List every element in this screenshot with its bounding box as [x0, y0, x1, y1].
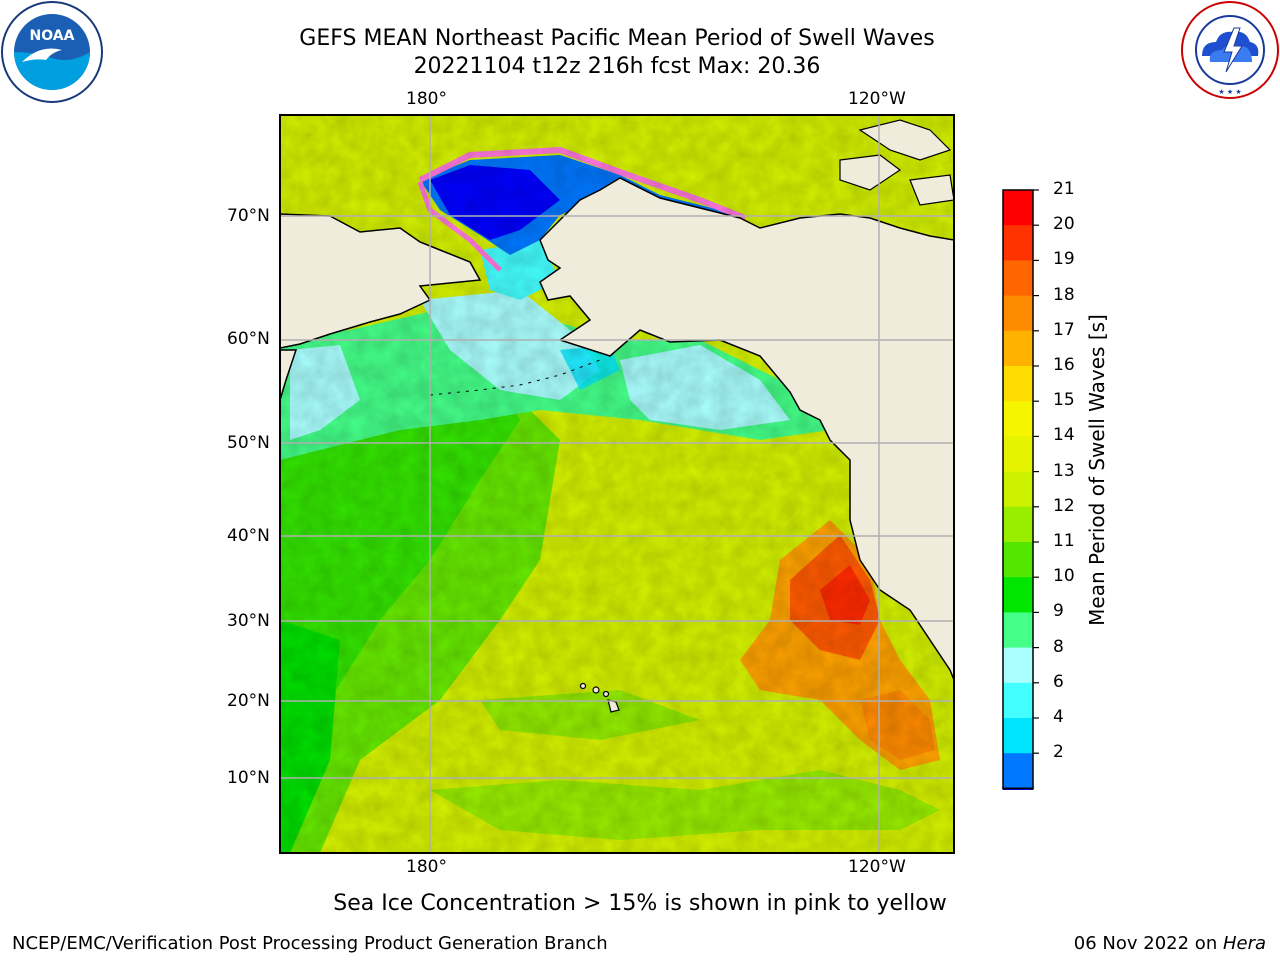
colorbar-tick-label: 8 [1053, 636, 1064, 657]
map-gridlines [280, 115, 954, 853]
lat-label-40n: 40°N [227, 526, 270, 546]
colorbar-segment [1003, 366, 1033, 402]
colorbar-segment [1003, 647, 1033, 684]
colorbar-outline [1002, 189, 1034, 790]
lat-label-60n: 60°N [227, 329, 270, 349]
colorbar-tick-label: 18 [1053, 284, 1075, 305]
colorbar-segment [1003, 542, 1033, 578]
colorbar-segment [1003, 436, 1033, 473]
colorbar-tick-label: 12 [1053, 495, 1075, 516]
colorbar-segment [1003, 682, 1033, 719]
colorbar-segment [1003, 295, 1033, 332]
land-north-america [539, 115, 954, 681]
colorbar-tick-label: 4 [1053, 707, 1064, 727]
colorbar-segment [1003, 225, 1033, 261]
colorbar-segment [1003, 401, 1033, 437]
colorbar-segment [1003, 612, 1033, 649]
lon-label-bottom-120w: 120°W [848, 857, 906, 877]
map-frame [279, 114, 955, 854]
svg-text:★ ★ ★: ★ ★ ★ [1218, 88, 1241, 96]
colorbar-tick-label: 17 [1053, 319, 1075, 340]
colorbar-segment [1003, 718, 1033, 754]
colorbar-tick-label: 15 [1053, 390, 1075, 411]
lat-label-50n: 50°N [227, 433, 270, 453]
colorbar-tick-label: 14 [1053, 425, 1075, 446]
lat-label-30n: 30°N [227, 611, 270, 631]
colorbar-segment [1003, 753, 1033, 789]
sea-ice-note: Sea Ice Concentration > 15% is shown in … [333, 891, 947, 916]
colorbar-segment [1003, 190, 1033, 226]
footer-left: NCEP/EMC/Verification Post Processing Pr… [12, 933, 608, 954]
footer-right: 06 Nov 2022 on Hera [1074, 933, 1266, 954]
chart-title-line2: 20221104 t12z 216h fcst Max: 20.36 [413, 54, 821, 79]
lat-label-20n: 20°N [227, 691, 270, 711]
colorbar-segment [1003, 506, 1033, 543]
colorbar-tick-label: 20 [1053, 214, 1075, 235]
nws-logo: ★ ★ ★ [1181, 1, 1279, 99]
colorbar-tick-label: 6 [1053, 671, 1064, 692]
colorbar-segment [1003, 260, 1033, 297]
footer-host: Hera [1222, 933, 1266, 954]
chart-title-line1: GEFS MEAN Northeast Pacific Mean Period … [299, 26, 935, 51]
noaa-logo-text: NOAA [30, 28, 75, 44]
lon-label-top-180: 180° [406, 89, 447, 109]
lon-label-top-120w: 120°W [848, 89, 906, 109]
colorbar-segment [1003, 330, 1033, 367]
colorbar-segment [1003, 577, 1033, 613]
colorbar-tick-label: 11 [1053, 531, 1075, 551]
lat-label-70n: 70°N [227, 206, 270, 226]
colorbar-tick-label: 21 [1053, 179, 1075, 199]
colorbar-label: Mean Period of Swell Waves [s] [1085, 314, 1109, 626]
lon-label-bottom-180: 180° [406, 857, 447, 877]
map-area [280, 115, 954, 853]
noaa-logo: NOAA [1, 1, 103, 103]
colorbar-tick-label: 10 [1053, 566, 1075, 587]
colorbar-segment [1003, 471, 1033, 508]
colorbar [1001, 189, 1039, 790]
colorbar-tick-label: 2 [1053, 742, 1064, 763]
lat-label-10n: 10°N [227, 768, 270, 788]
colorbar-tick-label: 19 [1053, 249, 1075, 270]
colorbar-tick-label: 9 [1053, 601, 1064, 622]
colorbar-tick-label: 16 [1053, 355, 1075, 375]
colorbar-tick-label: 13 [1053, 460, 1075, 481]
footer-date: 06 Nov 2022 on [1073, 933, 1223, 954]
